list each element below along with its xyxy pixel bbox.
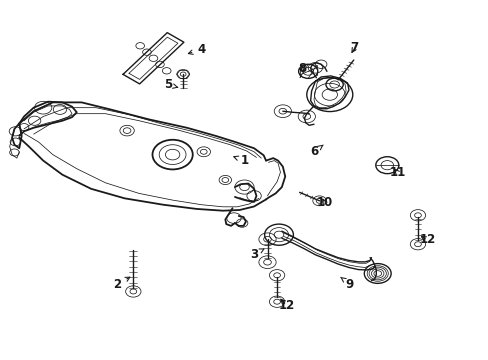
Text: 12: 12 (419, 234, 435, 247)
Text: 5: 5 (163, 78, 177, 91)
Text: 8: 8 (297, 62, 305, 75)
Text: 2: 2 (113, 277, 130, 291)
Text: 10: 10 (316, 197, 332, 210)
Text: 6: 6 (309, 145, 323, 158)
Text: 7: 7 (350, 41, 358, 54)
Text: 12: 12 (278, 299, 294, 312)
Text: 11: 11 (389, 166, 405, 179)
Text: 3: 3 (249, 248, 264, 261)
Text: 9: 9 (340, 277, 353, 291)
Text: 1: 1 (233, 154, 248, 167)
Text: 4: 4 (188, 43, 205, 56)
